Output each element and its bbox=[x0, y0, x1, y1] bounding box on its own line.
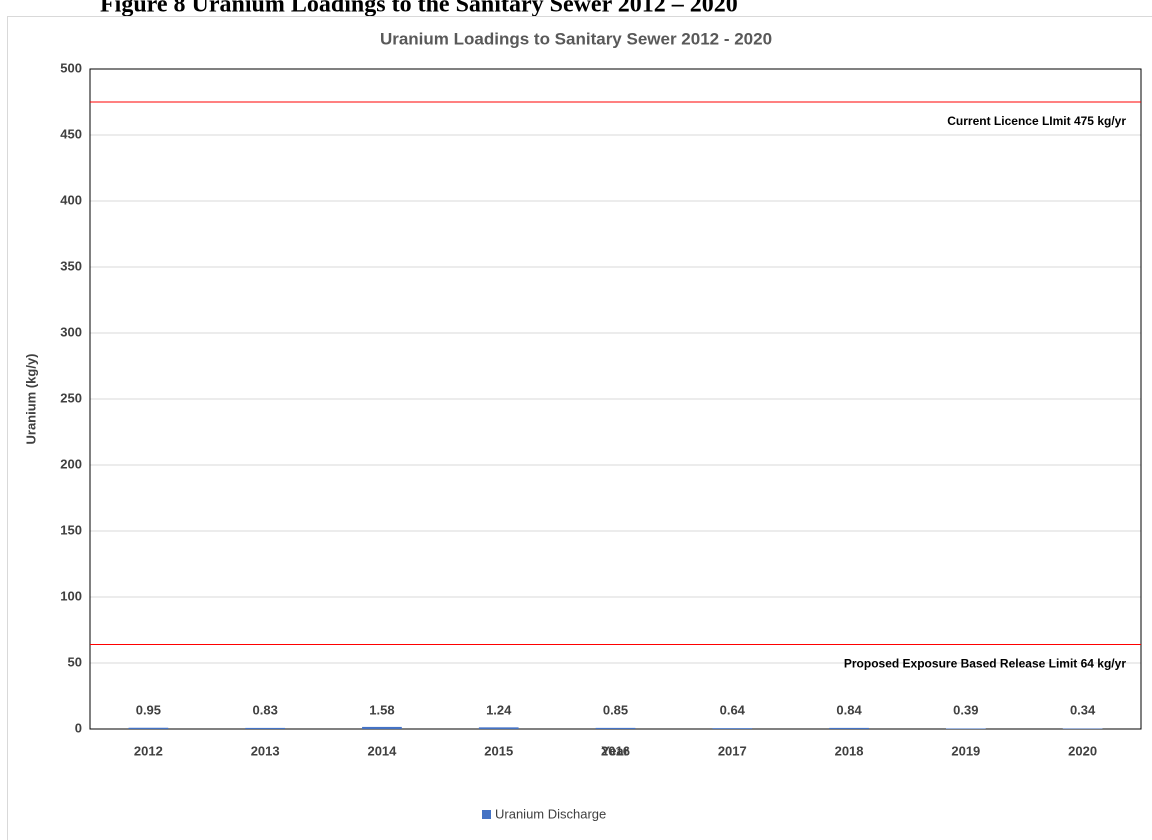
bar bbox=[829, 727, 869, 729]
x-tick-label: 2014 bbox=[367, 743, 397, 758]
data-label: 0.85 bbox=[603, 702, 628, 717]
bar bbox=[245, 727, 286, 729]
chart-title: Uranium Loadings to Sanitary Sewer 2012 … bbox=[380, 29, 772, 48]
y-tick-label: 500 bbox=[60, 60, 82, 75]
data-label: 1.58 bbox=[369, 702, 394, 717]
data-label: 0.84 bbox=[836, 702, 862, 717]
data-label: 0.39 bbox=[953, 702, 978, 717]
y-tick-label: 250 bbox=[60, 390, 82, 405]
x-tick-label: 2019 bbox=[951, 743, 980, 758]
legend-label: Uranium Discharge bbox=[495, 806, 606, 821]
y-tick-label: 450 bbox=[60, 126, 82, 141]
bar bbox=[712, 728, 753, 729]
data-label: 0.64 bbox=[720, 702, 746, 717]
data-label: 0.34 bbox=[1070, 702, 1096, 717]
data-label: 1.24 bbox=[486, 702, 512, 717]
x-tick-label: 2017 bbox=[718, 743, 747, 758]
x-tick-label: 2015 bbox=[484, 743, 513, 758]
bar bbox=[128, 727, 169, 729]
figure-caption: Figure 8 Uranium Loadings to the Sanitar… bbox=[100, 0, 738, 18]
data-label: 0.83 bbox=[253, 702, 278, 717]
y-tick-label: 350 bbox=[60, 258, 82, 273]
x-axis-label: Year bbox=[601, 743, 628, 758]
bar bbox=[478, 727, 519, 729]
x-tick-label: 2013 bbox=[251, 743, 280, 758]
y-tick-label: 400 bbox=[60, 192, 82, 207]
reference-label: Proposed Exposure Based Release Limit 64… bbox=[844, 657, 1126, 671]
x-tick-label: 2018 bbox=[835, 743, 864, 758]
y-axis-label: Uranium (kg/y) bbox=[23, 353, 38, 444]
data-label: 0.95 bbox=[136, 702, 161, 717]
y-tick-label: 100 bbox=[60, 588, 82, 603]
bar bbox=[945, 728, 986, 729]
chart-frame bbox=[7, 16, 1152, 840]
y-tick-label: 150 bbox=[60, 522, 82, 537]
y-tick-label: 200 bbox=[60, 456, 82, 471]
x-tick-label: 2020 bbox=[1068, 743, 1097, 758]
x-tick-label: 2012 bbox=[134, 743, 163, 758]
bar bbox=[595, 727, 636, 729]
reference-label: Current Licence LImit 475 kg/yr bbox=[947, 114, 1126, 128]
x-tick-label: 2016 bbox=[601, 743, 630, 758]
y-tick-label: 0 bbox=[75, 720, 82, 735]
legend-swatch bbox=[482, 810, 491, 819]
y-tick-label: 50 bbox=[68, 654, 82, 669]
bar bbox=[362, 726, 402, 729]
y-tick-label: 300 bbox=[60, 324, 82, 339]
